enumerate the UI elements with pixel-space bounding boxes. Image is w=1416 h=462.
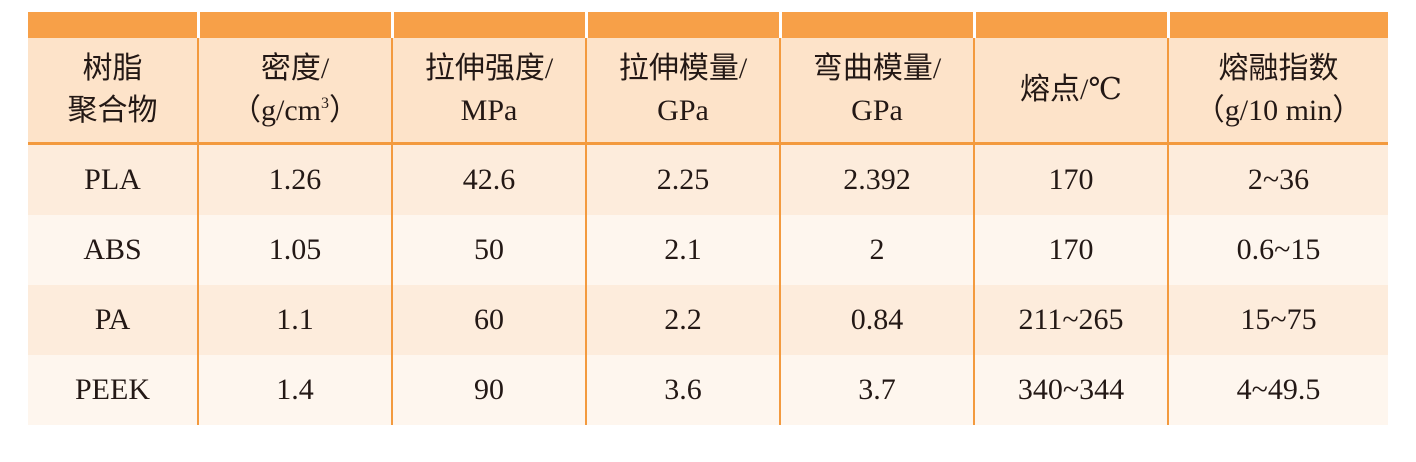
header-line-unit: （g/cm3） — [199, 90, 391, 132]
cell-tensile-modulus: 2.2 — [586, 285, 781, 355]
table-row: PEEK 1.4 90 3.6 3.7 340~344 4~49.5 — [28, 355, 1388, 425]
header-line: 聚合物 — [67, 94, 158, 127]
unit-text: （g/cm — [231, 94, 321, 127]
header-tensile-strength: 拉伸强度/ MPa — [392, 38, 587, 145]
unit-close: ） — [329, 94, 359, 127]
header-resin: 树脂 聚合物 — [28, 38, 199, 145]
header-line: GPa — [657, 94, 709, 127]
cell-tensile-modulus: 2.1 — [586, 215, 781, 285]
accent-cell — [780, 12, 976, 38]
accent-cell — [586, 12, 782, 38]
cell-density: 1.26 — [198, 143, 393, 215]
header-melting-point: 熔点/℃ — [974, 38, 1169, 145]
header-line: 树脂 — [82, 52, 143, 85]
table-row: PLA 1.26 42.6 2.25 2.392 170 2~36 — [28, 143, 1388, 215]
cell-resin: PA — [28, 285, 199, 355]
cell-resin: ABS — [28, 215, 199, 285]
cell-tensile-strength: 60 — [392, 285, 587, 355]
resin-properties-table-container: 树脂 聚合物 密度/ （g/cm3） 拉伸强度/ MPa 拉伸模量/ GPa 弯… — [28, 12, 1388, 425]
header-accent-strip — [28, 12, 1388, 38]
header-line: MPa — [460, 94, 518, 127]
header-line: 熔融指数 — [1218, 52, 1339, 85]
header-flexural-modulus: 弯曲模量/ GPa — [780, 38, 975, 145]
cell-resin: PLA — [28, 143, 199, 215]
accent-cell — [1168, 12, 1388, 38]
header-line: 拉伸强度/ — [424, 52, 554, 85]
resin-properties-table: 树脂 聚合物 密度/ （g/cm3） 拉伸强度/ MPa 拉伸模量/ GPa 弯… — [28, 12, 1388, 425]
accent-cell — [198, 12, 394, 38]
cell-flexural-modulus: 2 — [780, 215, 975, 285]
cell-density: 1.1 — [198, 285, 393, 355]
header-line: （g/10 min） — [1194, 94, 1363, 127]
cell-melt-index: 2~36 — [1168, 143, 1388, 215]
header-tensile-modulus: 拉伸模量/ GPa — [586, 38, 781, 145]
cell-melt-index: 15~75 — [1168, 285, 1388, 355]
header-line: 拉伸模量/ — [618, 52, 748, 85]
header-melt-index: 熔融指数 （g/10 min） — [1168, 38, 1388, 145]
cell-density: 1.4 — [198, 355, 393, 425]
header-line: 密度/ — [260, 52, 330, 85]
header-line: 熔点/℃ — [1020, 73, 1122, 106]
cell-density: 1.05 — [198, 215, 393, 285]
accent-cell — [28, 12, 200, 38]
header-line: 弯曲模量/ — [812, 52, 942, 85]
header-line: GPa — [851, 94, 903, 127]
cell-tensile-strength: 42.6 — [392, 143, 587, 215]
cell-melting-point: 170 — [974, 143, 1169, 215]
cell-melt-index: 0.6~15 — [1168, 215, 1388, 285]
cell-tensile-strength: 90 — [392, 355, 587, 425]
cell-melt-index: 4~49.5 — [1168, 355, 1388, 425]
cell-flexural-modulus: 3.7 — [780, 355, 975, 425]
cell-melting-point: 340~344 — [974, 355, 1169, 425]
accent-cell — [974, 12, 1170, 38]
cell-tensile-strength: 50 — [392, 215, 587, 285]
cell-flexural-modulus: 0.84 — [780, 285, 975, 355]
cell-melting-point: 211~265 — [974, 285, 1169, 355]
cell-tensile-modulus: 2.25 — [586, 143, 781, 215]
cell-tensile-modulus: 3.6 — [586, 355, 781, 425]
table-row: ABS 1.05 50 2.1 2 170 0.6~15 — [28, 215, 1388, 285]
cell-resin: PEEK — [28, 355, 199, 425]
table-row: PA 1.1 60 2.2 0.84 211~265 15~75 — [28, 285, 1388, 355]
header-row: 树脂 聚合物 密度/ （g/cm3） 拉伸强度/ MPa 拉伸模量/ GPa 弯… — [28, 38, 1388, 145]
unit-superscript: 3 — [321, 95, 329, 112]
header-density: 密度/ （g/cm3） — [198, 38, 393, 145]
cell-melting-point: 170 — [974, 215, 1169, 285]
accent-cell — [392, 12, 588, 38]
cell-flexural-modulus: 2.392 — [780, 143, 975, 215]
